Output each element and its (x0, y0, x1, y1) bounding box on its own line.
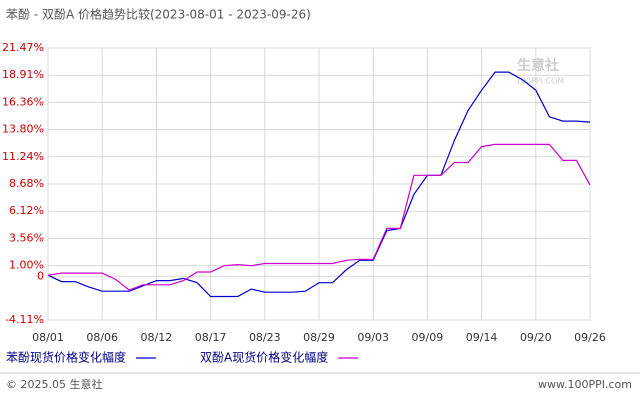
x-tick-label: 08/01 (32, 331, 64, 344)
legend-label: 双酚A现货价格变化幅度 (200, 350, 328, 365)
series-line (47, 71, 591, 298)
x-tick-label: 08/12 (141, 331, 173, 344)
footer-right: www.100PPI.com (538, 378, 632, 391)
footer-left: © 2025.05 生意社 (6, 377, 102, 391)
y-tick-label: 18.91% (2, 68, 44, 81)
y-tick-label: 13.80% (2, 123, 44, 136)
y-tick-label: 0 (37, 269, 44, 282)
y-tick-label: -4.11% (5, 313, 44, 326)
x-tick-label: 08/23 (249, 331, 281, 344)
y-tick-label: 1.00% (9, 259, 44, 272)
x-tick-label: 09/03 (357, 331, 389, 344)
y-tick-label: 16.36% (2, 95, 44, 108)
x-tick-label: 09/14 (466, 331, 498, 344)
x-tick-label: 08/06 (86, 331, 118, 344)
y-tick-label: 3.56% (9, 231, 44, 244)
watermark-sub: 100PPI.COM (516, 77, 565, 86)
chart-title: 苯酚 - 双酚A 价格趋势比较(2023-08-01 - 2023-09-26) (6, 7, 311, 22)
y-tick-label: 6.12% (9, 204, 44, 217)
watermark: 生意社 (517, 57, 559, 74)
x-tick-label: 09/09 (412, 331, 444, 344)
y-tick-label: 11.24% (2, 150, 44, 163)
y-tick-label: 21.47% (2, 41, 44, 54)
x-tick-label: 09/20 (520, 331, 552, 344)
x-tick-label: 08/29 (303, 331, 335, 344)
x-tick-label: 09/26 (574, 331, 606, 344)
y-tick-label: 8.68% (9, 177, 44, 190)
series-line (47, 143, 591, 291)
legend-label: 苯酚现货价格变化幅度 (6, 350, 126, 365)
x-tick-label: 08/17 (195, 331, 227, 344)
